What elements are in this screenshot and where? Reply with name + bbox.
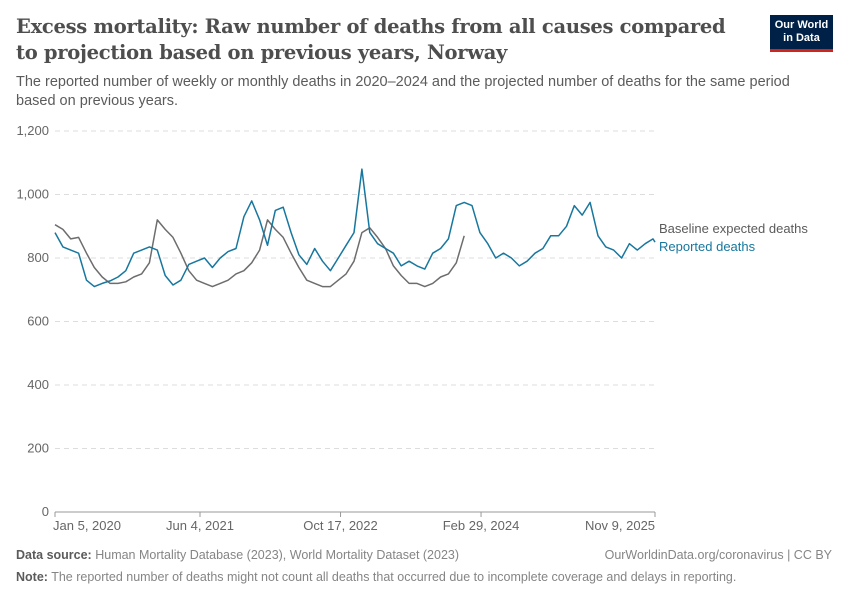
- grid-lines: [55, 130, 655, 513]
- source-text: Human Mortality Database (2023), World M…: [95, 548, 460, 562]
- y-tick-label: 400: [27, 377, 49, 392]
- y-axis-ticks: 0 200 400 600 800 1,000 1,200: [16, 123, 49, 519]
- legend-baseline: Baseline expected deaths: [659, 221, 808, 236]
- x-tick-label: Jun 4, 2021: [166, 518, 234, 533]
- y-tick-label: 1,000: [16, 187, 49, 202]
- source-label: Data source:: [16, 548, 92, 562]
- y-tick-label: 1,200: [16, 123, 49, 138]
- note-text: The reported number of deaths might not …: [51, 570, 737, 584]
- y-tick-label: 600: [27, 314, 49, 329]
- data-source: Data source: Human Mortality Database (2…: [16, 548, 459, 562]
- y-tick-label: 0: [42, 504, 49, 519]
- series-line-baseline: [54, 219, 465, 288]
- note: Note: The reported number of deaths migh…: [16, 570, 736, 584]
- series-lines: [54, 168, 656, 288]
- chart-title: Excess mortality: Raw number of deaths f…: [16, 15, 726, 64]
- line-chart: 0 200 400 600 800 1,000 1,200 Jan 5, 2020 Jun 4…: [16, 123, 808, 533]
- x-tick-label: Oct 17, 2022: [303, 518, 377, 533]
- chart-subtitle: The reported number of weekly or monthly…: [16, 74, 790, 109]
- x-axis-ticks: Jan 5, 2020 Jun 4, 2021 Oct 17, 2022 Feb 29…: [53, 512, 656, 533]
- series-line-reported: [54, 168, 656, 288]
- x-tick-label: Feb 29, 2024: [443, 518, 520, 533]
- owid-logo[interactable]: Our World in Data: [770, 15, 833, 52]
- source-link[interactable]: OurWorldinData.org/coronavirus | CC BY: [604, 548, 832, 562]
- y-tick-label: 800: [27, 250, 49, 265]
- y-tick-label: 200: [27, 441, 49, 456]
- note-label: Note:: [16, 570, 48, 584]
- x-tick-label: Jan 5, 2020: [53, 518, 121, 533]
- legend: Baseline expected deaths Reported deaths: [659, 221, 808, 254]
- x-tick-label: Nov 9, 2025: [585, 518, 655, 533]
- legend-reported: Reported deaths: [659, 239, 756, 254]
